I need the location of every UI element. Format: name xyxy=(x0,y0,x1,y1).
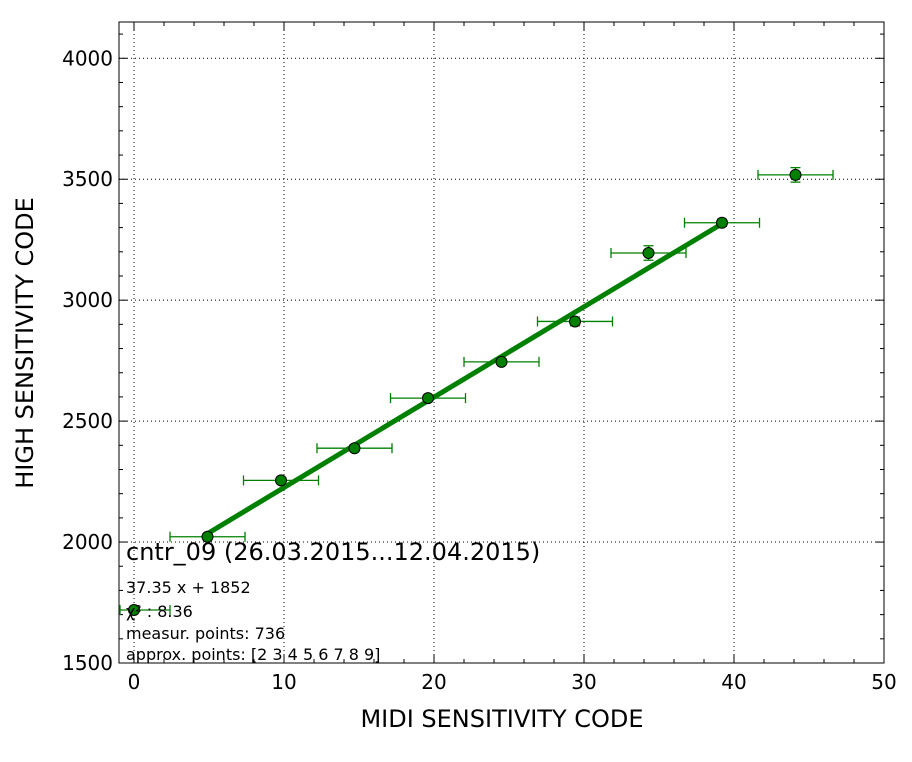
chi-squared: χ² : 8.36 xyxy=(126,602,193,621)
data-point xyxy=(422,392,434,405)
data-point xyxy=(569,315,581,328)
data-point xyxy=(716,216,728,229)
chart-title: cntr_09 (26.03.2015...12.04.2015) xyxy=(126,538,540,566)
x-axis-label: MIDI SENSITIVITY CODE xyxy=(360,705,643,733)
plot-frame xyxy=(118,21,885,664)
y-tick-label: 1500 xyxy=(62,651,113,675)
y-tick-label: 2500 xyxy=(62,409,113,433)
x-tick-label: 40 xyxy=(721,670,746,694)
fit-layer xyxy=(206,221,724,536)
data-point xyxy=(495,355,508,368)
legend-marker-dot xyxy=(128,604,140,616)
fit-equation: 37.35 x + 1852 xyxy=(126,578,251,597)
y-tick-label: 4000 xyxy=(62,46,113,70)
data-point xyxy=(348,442,361,455)
x-tick-label: 50 xyxy=(871,670,896,694)
approx-points: approx. points: [2 3 4 5 6 7 8 9] xyxy=(126,645,380,664)
ticks xyxy=(119,22,885,664)
grid xyxy=(119,22,884,663)
fit-line xyxy=(206,221,724,536)
points xyxy=(201,168,802,543)
x-tick-label: 0 xyxy=(128,670,141,694)
y-tick-label: 3000 xyxy=(62,288,113,312)
tick-labels: 0 10 20 30 40 50 1500 2000 2500 3000 3500 4000 xyxy=(62,46,897,694)
y-axis-label: HIGH SENSITIVITY CODE xyxy=(11,197,39,489)
x-tick-label: 20 xyxy=(421,670,446,694)
x-tick-label: 10 xyxy=(271,670,296,694)
x-tick-label: 30 xyxy=(571,670,596,694)
data-point xyxy=(789,168,802,181)
data-point xyxy=(201,530,214,543)
y-tick-label: 2000 xyxy=(62,530,113,554)
measur-points: measur. points: 736 xyxy=(126,624,285,643)
y-tick-label: 3500 xyxy=(62,167,113,191)
data-point xyxy=(275,474,287,487)
legend-marker xyxy=(119,604,171,616)
data-point xyxy=(642,247,655,260)
